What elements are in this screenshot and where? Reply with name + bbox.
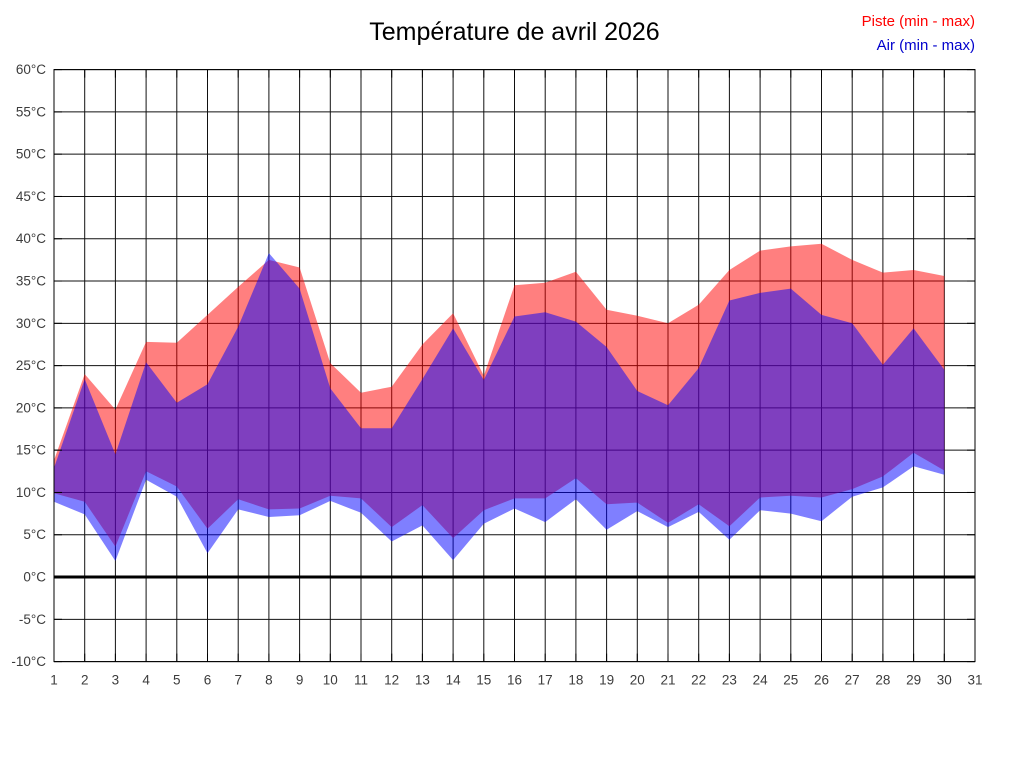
- x-tick-label: 25: [783, 673, 798, 688]
- y-tick-label: 30°C: [16, 316, 46, 331]
- y-tick-label: 50°C: [16, 147, 46, 162]
- y-tick-label: 15°C: [16, 443, 46, 458]
- x-tick-label: 3: [112, 673, 120, 688]
- air-min-max-band: [54, 253, 945, 561]
- x-tick-label: 17: [538, 673, 553, 688]
- y-tick-label: -10°C: [11, 654, 46, 669]
- x-tick-label: 10: [323, 673, 338, 688]
- x-tick-label: 11: [354, 673, 368, 688]
- x-tick-label: 24: [753, 673, 769, 688]
- x-tick-label: 19: [599, 673, 614, 688]
- x-tick-label: 18: [568, 673, 583, 688]
- x-tick-label: 12: [384, 673, 399, 688]
- x-tick-label: 23: [722, 673, 737, 688]
- x-tick-label: 22: [691, 673, 706, 688]
- x-tick-label: 29: [906, 673, 921, 688]
- x-tick-label: 1: [50, 673, 58, 688]
- chart-title: Température de avril 2026: [369, 18, 660, 46]
- tick-marks: [53, 69, 976, 663]
- x-tick-label: 28: [875, 673, 890, 688]
- chart-legend: Piste (min - max) Air (min - max): [862, 10, 975, 58]
- y-tick-label: 10°C: [16, 485, 46, 500]
- y-tick-label: 45°C: [16, 189, 46, 204]
- x-tick-label: 6: [204, 673, 212, 688]
- y-tick-label: 0°C: [23, 570, 46, 585]
- x-tick-label: 14: [446, 673, 462, 688]
- y-tick-label: 25°C: [16, 358, 46, 373]
- x-tick-label: 31: [967, 673, 982, 688]
- x-tick-label: 21: [660, 673, 675, 688]
- y-tick-label: 20°C: [16, 400, 46, 415]
- y-tick-label: -5°C: [19, 612, 46, 627]
- x-tick-label: 26: [814, 673, 829, 688]
- x-tick-label: 2: [81, 673, 89, 688]
- x-tick-label: 5: [173, 673, 181, 688]
- x-tick-label: 16: [507, 673, 522, 688]
- x-tick-label: 15: [476, 673, 491, 688]
- y-tick-label: 55°C: [16, 104, 46, 119]
- x-tick-label: 8: [265, 673, 273, 688]
- legend-piste-label: Piste (min - max): [861, 13, 975, 30]
- legend-air-label: Air (min - max): [876, 37, 975, 54]
- y-tick-label: 5°C: [23, 527, 46, 542]
- x-axis-labels: 1 2 3 4 5 6 7 8 9 10 11 12 13 14 15 16 17 18 19 20 21 22 23 24 2…: [50, 673, 982, 688]
- x-tick-label: 13: [415, 673, 430, 688]
- x-tick-label: 7: [234, 673, 242, 688]
- x-tick-label: 30: [937, 673, 952, 688]
- y-tick-label: 40°C: [16, 231, 46, 246]
- x-tick-label: 9: [296, 673, 304, 688]
- x-tick-label: 20: [630, 673, 645, 688]
- x-tick-label: 27: [845, 673, 860, 688]
- y-axis-labels: -10°C -5°C 0°C 5°C 10°C 15°C 20°C 25°C 30°C 35°C 4…: [11, 62, 46, 669]
- x-tick-label: 4: [142, 673, 150, 688]
- y-tick-label: 60°C: [16, 62, 46, 77]
- y-tick-label: 35°C: [16, 274, 46, 289]
